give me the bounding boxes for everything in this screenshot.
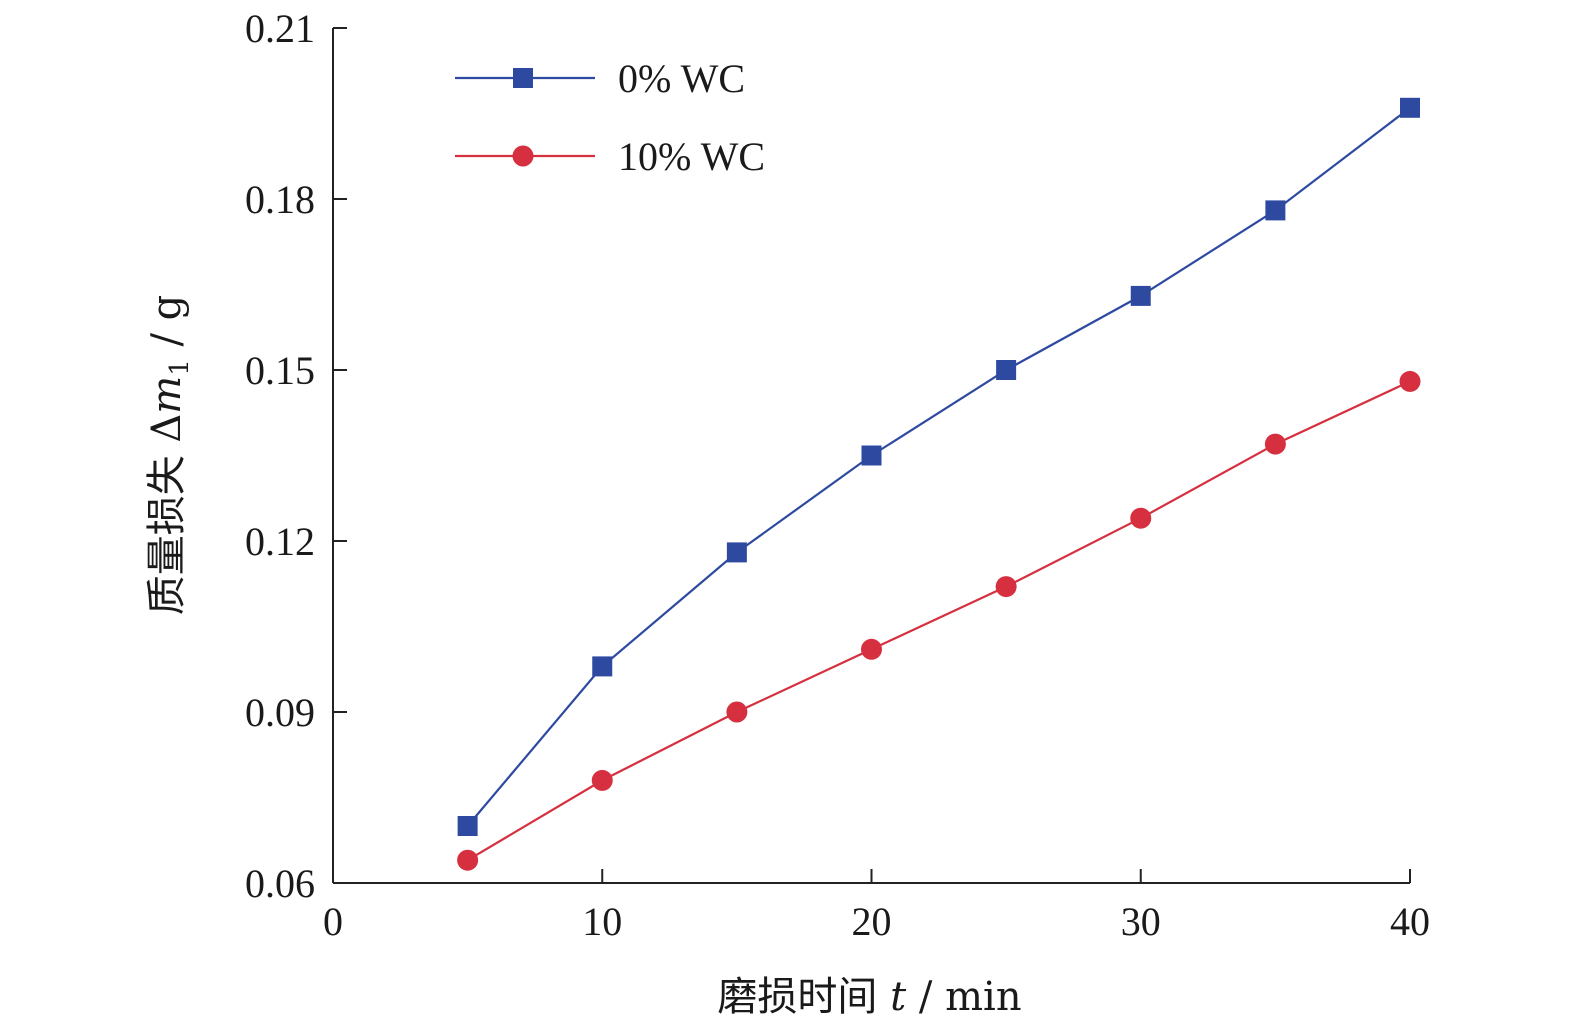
y-tick-label: 0.12 xyxy=(245,519,315,564)
y-tick-label: 0.18 xyxy=(245,177,315,222)
data-point xyxy=(726,542,747,563)
y-tick-label: 0.15 xyxy=(245,348,315,393)
legend-marker xyxy=(512,145,534,167)
legend-marker xyxy=(513,68,533,88)
axes: 0.06 0.09 0.12 0.15 0.18 0.21 0 10 20 30 40 xyxy=(245,6,1430,944)
data-point xyxy=(1399,370,1421,392)
y-tick-label: 0.06 xyxy=(245,861,315,906)
series-layer xyxy=(457,97,1421,871)
x-tick-label: 30 xyxy=(1121,899,1161,944)
y-axis-title: 质量损失 Δm1 / g xyxy=(144,295,195,616)
data-point xyxy=(1265,200,1286,221)
data-point xyxy=(591,769,613,791)
x-tick-label: 10 xyxy=(582,899,622,944)
series-line xyxy=(467,380,1411,862)
series-line xyxy=(466,106,1411,827)
data-point xyxy=(1130,285,1151,306)
x-axis-title: 磨损时间 t / min xyxy=(717,974,1021,1020)
data-point xyxy=(1400,97,1420,118)
data-point xyxy=(1264,433,1286,455)
data-point xyxy=(726,701,748,723)
legend-label: 0% WC xyxy=(618,56,745,101)
legend-item: 0% WC xyxy=(455,56,745,101)
data-point xyxy=(457,816,478,836)
series-red xyxy=(457,370,1421,871)
data-point xyxy=(861,445,882,466)
data-point xyxy=(996,360,1017,380)
data-point xyxy=(457,849,479,871)
y-tick-label: 0.09 xyxy=(245,690,315,735)
data-point xyxy=(861,638,882,660)
legend: 0% WC 10% WC xyxy=(455,56,765,179)
y-tick-label: 0.21 xyxy=(245,6,315,51)
x-tick-label: 40 xyxy=(1390,899,1430,944)
legend-item: 10% WC xyxy=(455,134,765,179)
data-point xyxy=(1130,507,1152,529)
legend-label: 10% WC xyxy=(618,134,765,179)
x-tick-label: 0 xyxy=(323,899,343,944)
data-point xyxy=(592,656,613,677)
data-point xyxy=(995,576,1017,598)
series-blue xyxy=(457,97,1420,836)
x-tick-label: 20 xyxy=(852,899,892,944)
